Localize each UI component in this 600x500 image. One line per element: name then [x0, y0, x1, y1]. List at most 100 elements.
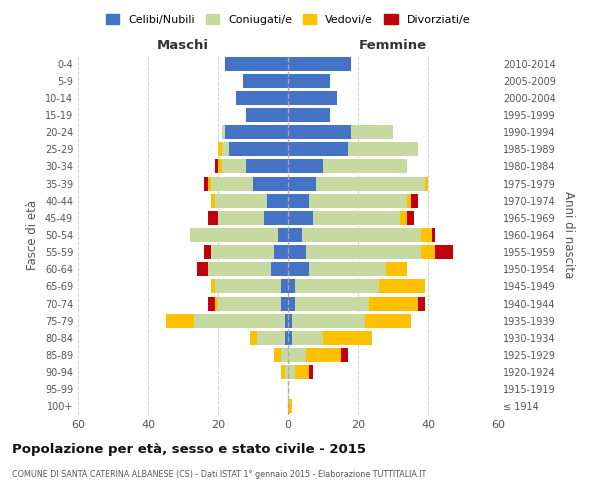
- Bar: [218, 296, 281, 310]
- Bar: [190, 228, 277, 242]
- Bar: [246, 160, 288, 173]
- Legend: Celibi/Nubili, Coniugati/e, Vedovi/e, Divorziati/e: Celibi/Nubili, Coniugati/e, Vedovi/e, Di…: [106, 14, 470, 24]
- Text: Popolazione per età, sesso e stato civile - 2015: Popolazione per età, sesso e stato civil…: [12, 442, 366, 456]
- Bar: [400, 211, 407, 225]
- Bar: [263, 211, 288, 225]
- Bar: [288, 314, 292, 328]
- Text: COMUNE DI SANTA CATERINA ALBANESE (CS) - Dati ISTAT 1° gennaio 2015 - Elaborazio: COMUNE DI SANTA CATERINA ALBANESE (CS) -…: [12, 470, 426, 479]
- Bar: [435, 245, 452, 259]
- Bar: [341, 348, 347, 362]
- Bar: [235, 91, 288, 105]
- Bar: [211, 280, 215, 293]
- Bar: [218, 160, 221, 173]
- Bar: [288, 262, 309, 276]
- Bar: [193, 314, 284, 328]
- Text: Maschi: Maschi: [157, 38, 209, 52]
- Bar: [246, 108, 288, 122]
- Bar: [271, 262, 288, 276]
- Bar: [288, 245, 305, 259]
- Bar: [316, 176, 425, 190]
- Bar: [288, 194, 309, 207]
- Bar: [313, 211, 400, 225]
- Bar: [288, 160, 323, 173]
- Bar: [323, 331, 372, 345]
- Bar: [221, 125, 225, 139]
- Bar: [365, 314, 410, 328]
- Bar: [410, 194, 418, 207]
- Bar: [221, 160, 246, 173]
- Bar: [218, 211, 263, 225]
- Bar: [379, 280, 425, 293]
- Bar: [431, 228, 435, 242]
- Bar: [274, 348, 281, 362]
- Bar: [281, 296, 288, 310]
- Bar: [253, 176, 288, 190]
- Bar: [281, 280, 288, 293]
- Bar: [211, 194, 215, 207]
- Bar: [208, 211, 218, 225]
- Bar: [425, 176, 428, 190]
- Bar: [309, 262, 386, 276]
- Bar: [274, 245, 288, 259]
- Bar: [288, 176, 316, 190]
- Bar: [295, 296, 368, 310]
- Bar: [208, 296, 215, 310]
- Bar: [211, 176, 253, 190]
- Bar: [347, 142, 418, 156]
- Bar: [305, 245, 421, 259]
- Bar: [323, 160, 407, 173]
- Bar: [215, 296, 218, 310]
- Bar: [204, 245, 211, 259]
- Bar: [288, 56, 351, 70]
- Text: Femmine: Femmine: [359, 38, 427, 52]
- Bar: [421, 245, 435, 259]
- Bar: [257, 331, 284, 345]
- Bar: [277, 228, 288, 242]
- Bar: [215, 194, 267, 207]
- Bar: [295, 365, 309, 379]
- Bar: [309, 365, 313, 379]
- Bar: [351, 125, 393, 139]
- Bar: [288, 91, 337, 105]
- Bar: [215, 160, 218, 173]
- Bar: [295, 280, 379, 293]
- Bar: [166, 314, 193, 328]
- Bar: [418, 296, 425, 310]
- Bar: [407, 194, 410, 207]
- Bar: [288, 211, 313, 225]
- Bar: [288, 280, 295, 293]
- Bar: [225, 125, 288, 139]
- Y-axis label: Anni di nascita: Anni di nascita: [562, 192, 575, 278]
- Bar: [225, 56, 288, 70]
- Bar: [292, 314, 365, 328]
- Bar: [204, 176, 208, 190]
- Y-axis label: Fasce di età: Fasce di età: [26, 200, 39, 270]
- Bar: [288, 296, 295, 310]
- Bar: [284, 365, 288, 379]
- Bar: [288, 365, 295, 379]
- Bar: [218, 142, 221, 156]
- Bar: [288, 400, 292, 413]
- Bar: [221, 142, 229, 156]
- Bar: [208, 262, 271, 276]
- Bar: [288, 74, 330, 88]
- Bar: [284, 314, 288, 328]
- Bar: [281, 348, 288, 362]
- Bar: [309, 194, 407, 207]
- Bar: [215, 280, 281, 293]
- Bar: [288, 348, 305, 362]
- Bar: [292, 331, 323, 345]
- Bar: [407, 211, 414, 225]
- Bar: [267, 194, 288, 207]
- Bar: [211, 245, 274, 259]
- Bar: [302, 228, 421, 242]
- Bar: [305, 348, 341, 362]
- Bar: [197, 262, 208, 276]
- Bar: [284, 331, 288, 345]
- Bar: [242, 74, 288, 88]
- Bar: [288, 142, 347, 156]
- Bar: [386, 262, 407, 276]
- Bar: [281, 365, 284, 379]
- Bar: [288, 108, 330, 122]
- Bar: [421, 228, 431, 242]
